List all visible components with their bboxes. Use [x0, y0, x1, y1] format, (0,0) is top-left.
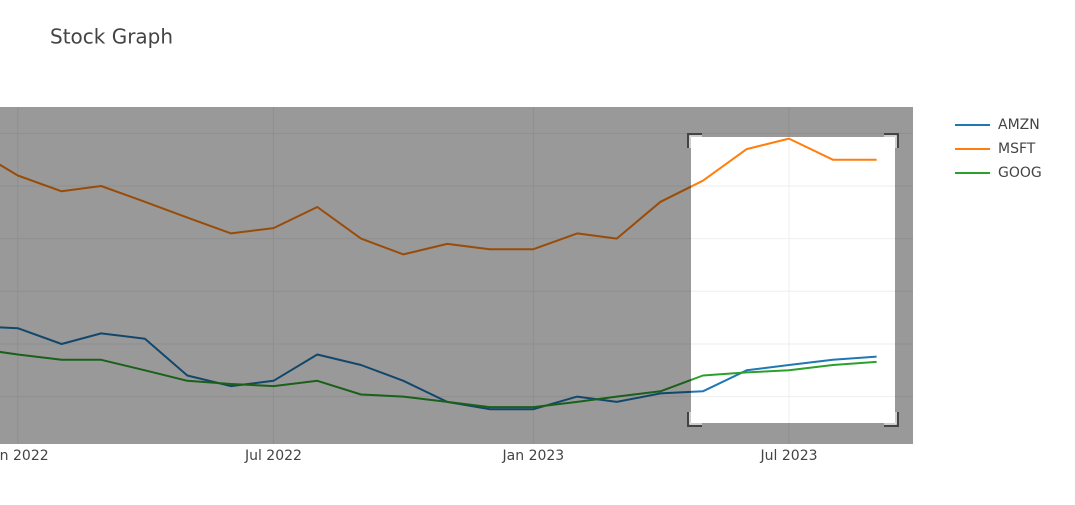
legend-item[interactable]: MSFT: [955, 141, 1036, 157]
lines: [0, 137, 877, 411]
x-tick-label: Jan 2023: [502, 448, 565, 464]
plot-background: [0, 107, 913, 444]
x-tick-label: Jul 2023: [760, 448, 818, 464]
legend-label: MSFT: [998, 141, 1036, 157]
selection-overlay[interactable]: [0, 107, 913, 444]
legend-label: GOOG: [998, 165, 1042, 181]
line-goog: [0, 350, 877, 409]
legend-item[interactable]: AMZN: [955, 117, 1040, 133]
legend-item[interactable]: GOOG: [955, 165, 1042, 181]
line-msft: [0, 137, 877, 256]
legend-label: AMZN: [998, 117, 1040, 133]
x-tick-label: Jan 2022: [0, 448, 49, 464]
selection-handles[interactable]: [687, 133, 899, 427]
x-tick-label: Jul 2022: [244, 448, 302, 464]
legend: AMZN MSFT GOOG: [955, 117, 1042, 181]
line-amzn: [0, 326, 877, 411]
grid: [0, 107, 913, 444]
selection-handles-inner: [689, 135, 897, 425]
chart-title: Stock Graph: [50, 25, 173, 49]
